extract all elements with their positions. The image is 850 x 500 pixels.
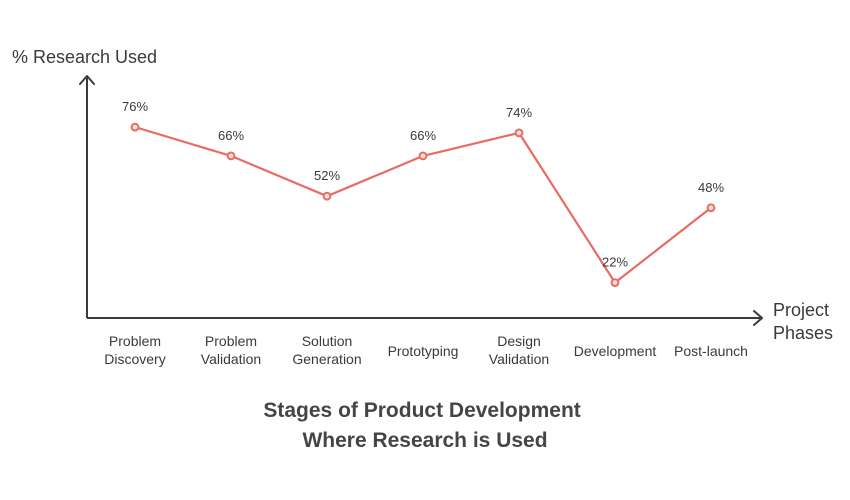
x-tick-label-1: Problem Discovery	[104, 333, 165, 367]
x-tick-label-5-line-1: Design	[497, 333, 541, 349]
data-label-1: 76%	[122, 99, 148, 114]
y-axis: % Research Used	[12, 47, 157, 318]
x-tick-label-3-line-2: Generation	[292, 351, 361, 367]
x-tick-label-2-line-1: Problem	[205, 333, 257, 349]
x-axis: Project Phases	[87, 300, 834, 343]
series-research-used	[130, 122, 716, 288]
x-axis-title: Project Phases	[773, 300, 834, 343]
data-label-5: 74%	[506, 105, 532, 120]
data-point-3	[322, 191, 332, 201]
y-axis-title: % Research Used	[12, 47, 157, 67]
data-label-3: 52%	[314, 168, 340, 183]
x-tick-labels: Problem Discovery Problem Validation Solutio…	[104, 333, 748, 367]
x-tick-label-5-line-2: Validation	[489, 351, 549, 367]
x-tick-label-6-line-1: Development	[574, 343, 657, 359]
x-tick-label-4: Prototyping	[388, 343, 459, 359]
x-tick-label-3: Solution Generation	[292, 333, 361, 367]
x-tick-label-2-line-2: Validation	[201, 351, 261, 367]
data-point-4	[418, 151, 428, 161]
x-tick-label-3-line-1: Solution	[302, 333, 353, 349]
data-label-4: 66%	[410, 128, 436, 143]
data-label-2: 66%	[218, 128, 244, 143]
x-tick-label-7: Post-launch	[674, 343, 748, 359]
data-point-7	[706, 203, 716, 213]
x-tick-label-2: Problem Validation	[201, 333, 261, 367]
chart-title: Stages of Product Development Where Rese…	[263, 399, 586, 452]
x-tick-label-6: Development	[574, 343, 657, 359]
x-axis-arrow	[753, 310, 763, 326]
chart-title-line-1: Stages of Product Development	[263, 399, 580, 422]
data-label-6: 22%	[602, 255, 628, 270]
x-tick-label-5: Design Validation	[489, 333, 549, 367]
data-point-5	[514, 128, 524, 138]
x-tick-label-4-line-1: Prototyping	[388, 343, 459, 359]
data-point-6	[610, 278, 620, 288]
chart-title-line-2: Where Research is Used	[302, 429, 547, 452]
x-axis-title-line-2: Phases	[773, 323, 833, 343]
x-axis-title-line-1: Project	[773, 300, 829, 320]
data-labels: 76% 66% 52% 66% 74% 22% 48%	[122, 99, 724, 270]
data-point-2	[226, 151, 236, 161]
y-axis-arrow	[79, 75, 95, 85]
x-tick-label-1-line-1: Problem	[109, 333, 161, 349]
data-label-7: 48%	[698, 180, 724, 195]
x-tick-label-1-line-2: Discovery	[104, 351, 165, 367]
x-tick-label-7-line-1: Post-launch	[674, 343, 748, 359]
data-point-1	[130, 122, 140, 132]
